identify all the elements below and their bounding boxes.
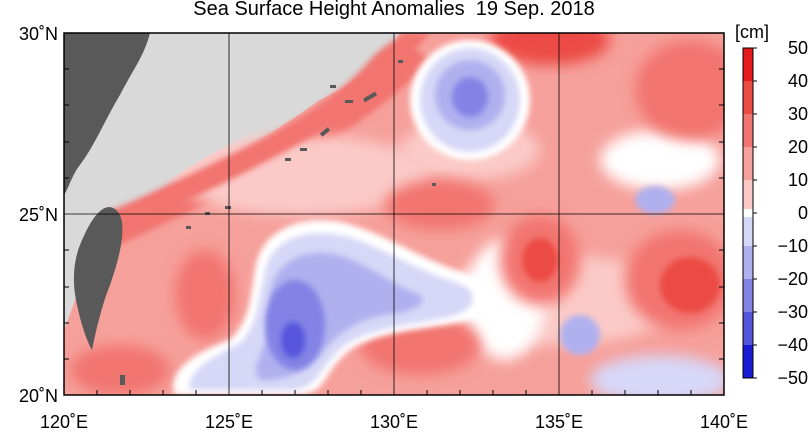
colorbar-tick-label: −30: [777, 302, 808, 322]
lon-label-135e: 135˚E: [535, 412, 583, 432]
colorbar-tick-label: 50: [788, 38, 808, 58]
ssh-zero-zone: [600, 130, 720, 190]
map-plot-area: [64, 33, 724, 395]
lon-label-120e: 120˚E: [40, 412, 88, 432]
colorbar-bin: [743, 246, 753, 279]
map-frame: [63, 32, 725, 396]
lon-label-125e: 125˚E: [205, 412, 253, 432]
land-taiwan: [73, 207, 123, 350]
title-date: 19 Sep. 2018: [475, 0, 595, 20]
warm-eddy: [175, 250, 235, 340]
colorbar-bin: [743, 81, 753, 114]
colorbar-tick-label: 0: [798, 203, 808, 223]
colorbar-bin: [743, 48, 753, 81]
colorbar-tick-label: −20: [777, 269, 808, 289]
land-china-coast: [64, 33, 150, 195]
warm-eddy-core: [522, 238, 558, 282]
colorbar-tick-label: −40: [777, 335, 808, 355]
cold-eddy: [590, 355, 724, 395]
lon-axis-labels: 120˚E 125˚E 130˚E 135˚E 140˚E: [40, 412, 748, 432]
shelf-edge-warm: [100, 33, 430, 232]
colorbar: 50 40 30 20 10 0 −10 −20 −30 −40 −50: [742, 38, 808, 388]
lat-axis-labels: 30˚N 25˚N 20˚N: [19, 24, 58, 406]
axis-ticks: [64, 68, 724, 395]
warm-eddy: [385, 180, 495, 230]
lon-label-140e: 140˚E: [700, 412, 748, 432]
colorbar-bin: [743, 279, 753, 312]
colorbar-tick-label: 30: [788, 104, 808, 124]
warm-eddy: [70, 345, 170, 395]
colorbar-tick-label: 40: [788, 71, 808, 91]
colorbar-tick-label: −50: [777, 368, 808, 388]
colorbar-bin: [743, 312, 753, 345]
cold-eddy: [560, 315, 600, 355]
warm-eddy: [635, 40, 724, 140]
colorbar-tick-label: 10: [788, 170, 808, 190]
colorbar-bin: [743, 114, 753, 147]
graticule: [64, 33, 724, 395]
land-ryukyu-islands: [120, 60, 436, 385]
colorbar-tick-label: −10: [777, 236, 808, 256]
cold-eddy-core: [452, 77, 488, 117]
colorbar-tick-label: 20: [788, 137, 808, 157]
colorbar-zero-band: [743, 209, 753, 217]
colorbar-bin: [743, 180, 753, 213]
lon-label-130e: 130˚E: [370, 412, 418, 432]
warm-eddy: [490, 33, 610, 65]
title-text: Sea Surface Height Anomalies: [193, 0, 465, 20]
lat-label-30n: 30˚N: [19, 24, 58, 44]
colorbar-bin: [743, 147, 753, 180]
no-data-shelf: [64, 33, 400, 215]
colorbar-bin: [743, 345, 753, 378]
colorbar-bin: [743, 213, 753, 246]
cold-eddy: [635, 186, 675, 214]
lat-label-25n: 25˚N: [19, 205, 58, 225]
map-title: Sea Surface Height Anomalies 19 Sep. 201…: [64, 0, 724, 21]
lat-label-20n: 20˚N: [19, 386, 58, 406]
warm-eddy-core: [660, 257, 720, 313]
cold-eddy-core: [281, 322, 305, 358]
colorbar-unit: [cm]: [735, 22, 769, 42]
